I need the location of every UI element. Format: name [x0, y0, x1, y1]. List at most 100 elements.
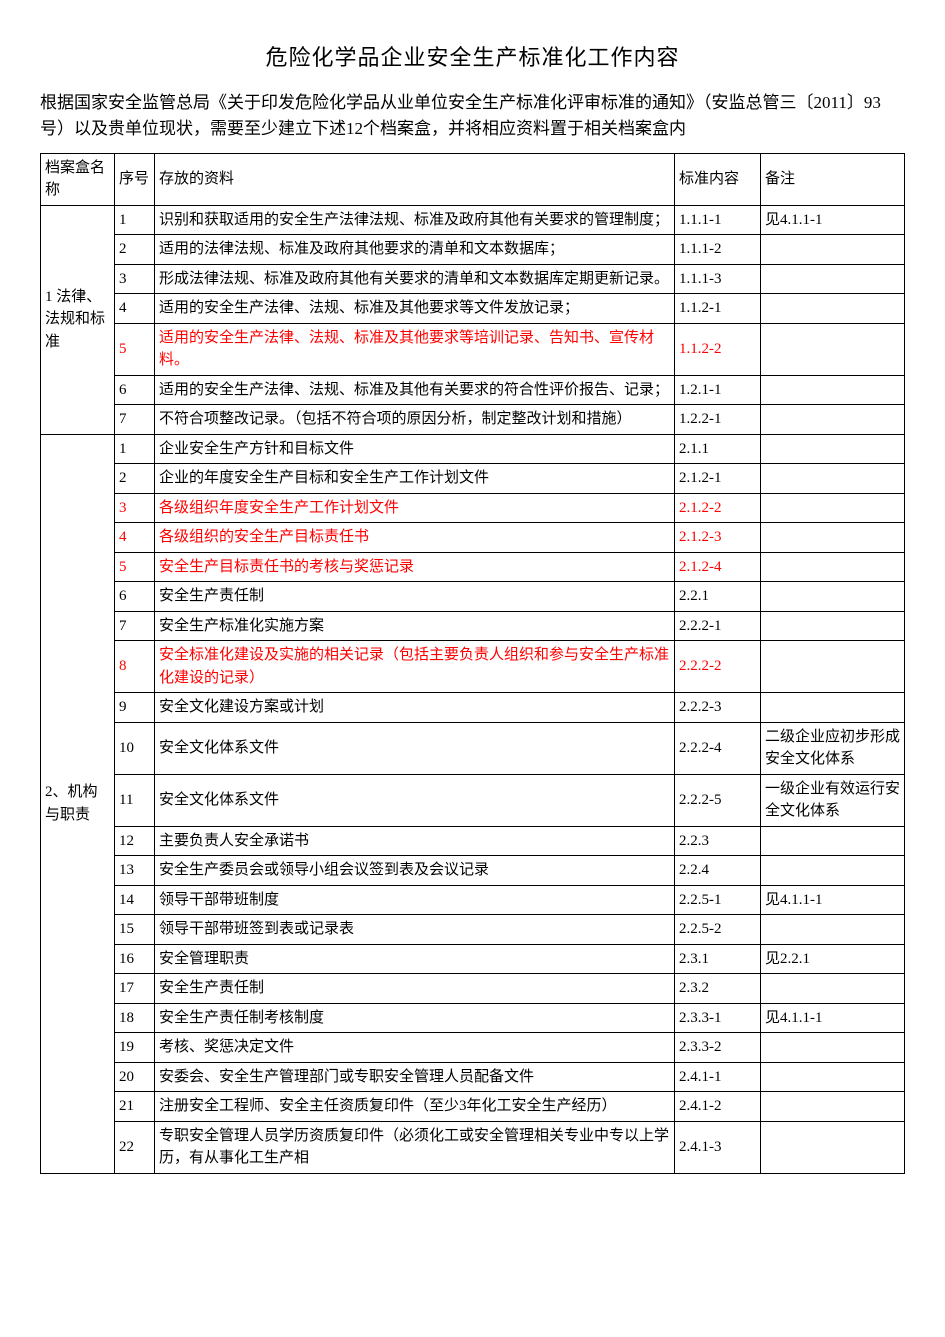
row-note: [761, 434, 905, 464]
row-material: 适用的安全生产法律、法规、标准及其他要求等培训记录、告知书、宣传材料。: [155, 323, 675, 375]
table-row: 9安全文化建设方案或计划2.2.2-3: [41, 693, 905, 723]
row-material: 安全生产委员会或领导小组会议签到表及会议记录: [155, 856, 675, 886]
row-num: 19: [115, 1033, 155, 1063]
row-num: 12: [115, 826, 155, 856]
row-std: 2.3.3-1: [675, 1003, 761, 1033]
row-std: 2.2.1: [675, 582, 761, 612]
row-std: 1.2.1-1: [675, 375, 761, 405]
table-row: 11安全文化体系文件2.2.2-5一级企业有效运行安全文化体系: [41, 774, 905, 826]
row-note: [761, 915, 905, 945]
row-num: 2: [115, 235, 155, 265]
row-note: 见4.1.1-1: [761, 885, 905, 915]
table-row: 7安全生产标准化实施方案2.2.2-1: [41, 611, 905, 641]
row-note: [761, 523, 905, 553]
row-note: [761, 1033, 905, 1063]
row-material: 不符合项整改记录。（包括不符合项的原因分析，制定整改计划和措施）: [155, 405, 675, 435]
table-row: 15领导干部带班签到表或记录表2.2.5-2: [41, 915, 905, 945]
row-std: 2.4.1-1: [675, 1062, 761, 1092]
row-std: 2.3.2: [675, 974, 761, 1004]
row-std: 1.2.2-1: [675, 405, 761, 435]
row-num: 3: [115, 264, 155, 294]
table-row: 18安全生产责任制考核制度2.3.3-1见4.1.1-1: [41, 1003, 905, 1033]
row-note: [761, 582, 905, 612]
row-material: 主要负责人安全承诺书: [155, 826, 675, 856]
row-note: [761, 294, 905, 324]
table-row: 16安全管理职责2.3.1见2.2.1: [41, 944, 905, 974]
row-note: [761, 405, 905, 435]
header-std: 标准内容: [675, 153, 761, 205]
row-num: 6: [115, 582, 155, 612]
row-std: 2.2.2-4: [675, 722, 761, 774]
row-material: 安全文化体系文件: [155, 774, 675, 826]
table-row: 5适用的安全生产法律、法规、标准及其他要求等培训记录、告知书、宣传材料。1.1.…: [41, 323, 905, 375]
row-std: 2.2.2-5: [675, 774, 761, 826]
row-std: 2.2.2-1: [675, 611, 761, 641]
row-note: 见4.1.1-1: [761, 205, 905, 235]
row-note: [761, 1092, 905, 1122]
row-note: 见4.1.1-1: [761, 1003, 905, 1033]
row-num: 16: [115, 944, 155, 974]
row-std: 2.1.2-3: [675, 523, 761, 553]
row-num: 3: [115, 493, 155, 523]
row-note: [761, 856, 905, 886]
row-material: 领导干部带班签到表或记录表: [155, 915, 675, 945]
page-title: 危险化学品企业安全生产标准化工作内容: [40, 40, 905, 72]
table-row: 8安全标准化建设及实施的相关记录（包括主要负责人组织和参与安全生产标准化建设的记…: [41, 641, 905, 693]
table-row: 4各级组织的安全生产目标责任书2.1.2-3: [41, 523, 905, 553]
table-row: 3各级组织年度安全生产工作计划文件2.1.2-2: [41, 493, 905, 523]
row-note: [761, 552, 905, 582]
row-num: 2: [115, 464, 155, 494]
row-material: 各级组织年度安全生产工作计划文件: [155, 493, 675, 523]
row-num: 5: [115, 323, 155, 375]
table-row: 2企业的年度安全生产目标和安全生产工作计划文件2.1.2-1: [41, 464, 905, 494]
box-label: 1 法律、法规和标准: [41, 205, 115, 434]
row-note: [761, 464, 905, 494]
table-row: 22专职安全管理人员学历资质复印件（必须化工或安全管理相关专业中专以上学历，有从…: [41, 1121, 905, 1173]
row-note: [761, 1121, 905, 1173]
row-std: 2.1.2-4: [675, 552, 761, 582]
row-num: 7: [115, 405, 155, 435]
row-note: 见2.2.1: [761, 944, 905, 974]
row-note: [761, 493, 905, 523]
table-row: 20安委会、安全生产管理部门或专职安全管理人员配备文件2.4.1-1: [41, 1062, 905, 1092]
table-row: 1 法律、法规和标准1识别和获取适用的安全生产法律法规、标准及政府其他有关要求的…: [41, 205, 905, 235]
row-num: 6: [115, 375, 155, 405]
table-row: 19考核、奖惩决定文件2.3.3-2: [41, 1033, 905, 1063]
row-std: 2.1.2-1: [675, 464, 761, 494]
header-num: 序号: [115, 153, 155, 205]
row-num: 17: [115, 974, 155, 1004]
row-note: [761, 235, 905, 265]
row-material: 安全生产责任制考核制度: [155, 1003, 675, 1033]
table-row: 6适用的安全生产法律、法规、标准及其他有关要求的符合性评价报告、记录；1.2.1…: [41, 375, 905, 405]
row-material: 领导干部带班制度: [155, 885, 675, 915]
table-row: 21注册安全工程师、安全主任资质复印件（至少3年化工安全生产经历）2.4.1-2: [41, 1092, 905, 1122]
box-label: 2、机构与职责: [41, 434, 115, 1173]
table-row: 2、机构与职责1企业安全生产方针和目标文件2.1.1: [41, 434, 905, 464]
table-row: 10安全文化体系文件2.2.2-4二级企业应初步形成安全文化体系: [41, 722, 905, 774]
row-note: [761, 974, 905, 1004]
row-std: 1.1.2-2: [675, 323, 761, 375]
row-num: 5: [115, 552, 155, 582]
row-std: 2.3.3-2: [675, 1033, 761, 1063]
header-box: 档案盒名称: [41, 153, 115, 205]
row-std: 1.1.1-1: [675, 205, 761, 235]
row-note: [761, 1062, 905, 1092]
row-num: 10: [115, 722, 155, 774]
row-std: 2.2.2-3: [675, 693, 761, 723]
row-std: 2.1.2-2: [675, 493, 761, 523]
row-std: 2.2.5-2: [675, 915, 761, 945]
row-note: [761, 323, 905, 375]
table-row: 17安全生产责任制2.3.2: [41, 974, 905, 1004]
row-material: 安全生产责任制: [155, 974, 675, 1004]
row-material: 安全生产目标责任书的考核与奖惩记录: [155, 552, 675, 582]
row-std: 2.2.3: [675, 826, 761, 856]
archive-table: 档案盒名称 序号 存放的资料 标准内容 备注 1 法律、法规和标准1识别和获取适…: [40, 153, 905, 1174]
table-header-row: 档案盒名称 序号 存放的资料 标准内容 备注: [41, 153, 905, 205]
table-row: 5安全生产目标责任书的考核与奖惩记录2.1.2-4: [41, 552, 905, 582]
table-row: 4适用的安全生产法律、法规、标准及其他要求等文件发放记录；1.1.2-1: [41, 294, 905, 324]
row-num: 8: [115, 641, 155, 693]
row-num: 1: [115, 205, 155, 235]
row-std: 2.4.1-2: [675, 1092, 761, 1122]
row-num: 18: [115, 1003, 155, 1033]
row-num: 15: [115, 915, 155, 945]
